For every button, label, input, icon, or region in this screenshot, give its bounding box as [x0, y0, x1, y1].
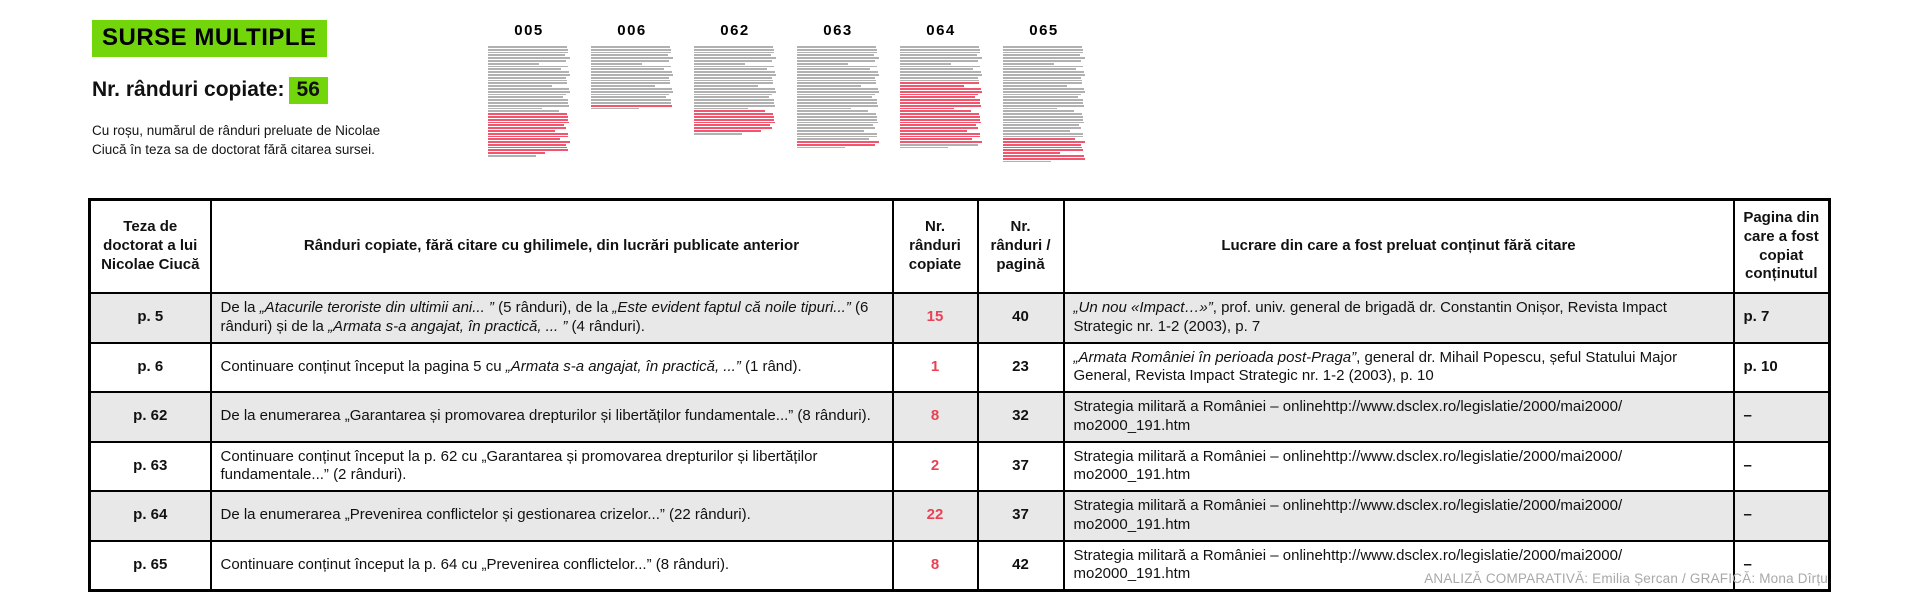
cell-copied-count: 15: [891, 292, 979, 344]
cell-source-work: Strategia militară a României – onlineht…: [1062, 490, 1735, 542]
cell-description: Continuare conținut început la pagina 5 …: [209, 341, 894, 393]
page-thumb-065: 065: [1003, 22, 1085, 163]
page-thumb-064: 064: [900, 22, 982, 163]
table-row: p. 5 De la „Atacurile teroriste din ulti…: [88, 292, 1831, 344]
plagiarism-table: Teza de doctorat a lui Nicolae Ciucă Rân…: [88, 198, 1831, 592]
cell-rows-per-page: 37: [976, 440, 1065, 492]
page-thumb-label: 062: [720, 22, 750, 39]
table-row: p. 65 Continuare conținut început la p. …: [88, 539, 1831, 592]
page-thumb-label: 005: [514, 22, 544, 39]
cell-thesis-page: p. 62: [88, 391, 212, 443]
page-lines: [900, 46, 982, 149]
column-header-copied-rows: Rânduri copiate, fără citare cu ghilimel…: [209, 198, 894, 294]
column-header-source-work: Lucrare din care a fost preluat conținut…: [1062, 198, 1735, 294]
cell-source-page: –: [1732, 440, 1831, 492]
cell-source-page: –: [1732, 490, 1831, 542]
page-thumb-063: 063: [797, 22, 879, 163]
page-title: SURSE MULTIPLE: [92, 20, 327, 57]
cell-source-work: „Armata României în perioada post-Praga”…: [1062, 341, 1735, 393]
column-header-source-page: Pagina din care a fost copiat conținutul: [1732, 198, 1831, 294]
cell-copied-count: 8: [891, 391, 979, 443]
page-thumb-005: 005: [488, 22, 570, 163]
cell-rows-per-page: 23: [976, 341, 1065, 393]
copied-lines-row: Nr. rânduri copiate: 56: [92, 77, 412, 104]
cell-description: De la enumerarea „Garantarea și promovar…: [209, 391, 894, 443]
page-thumbnails: 005 006 062 063 064 065: [488, 22, 1085, 163]
page-lines: [694, 46, 776, 135]
cell-thesis-page: p. 65: [88, 539, 212, 592]
column-header-num-copied: Nr. rânduri copiate: [891, 198, 979, 294]
footer-credit: ANALIZĂ COMPARATIVĂ: Emilia Șercan / GRA…: [1424, 571, 1828, 586]
page-thumb-label: 006: [617, 22, 647, 39]
table-row: p. 6 Continuare conținut început la pagi…: [88, 341, 1831, 393]
page-thumb-label: 063: [823, 22, 853, 39]
table-row: p. 63 Continuare conținut început la p. …: [88, 440, 1831, 492]
page-lines: [1003, 46, 1085, 163]
table-row: p. 64 De la enumerarea „Prevenirea confl…: [88, 490, 1831, 542]
cell-description: Continuare conținut început la p. 62 cu …: [209, 440, 894, 492]
cell-source-page: p. 10: [1732, 341, 1831, 393]
copied-lines-value: 56: [288, 77, 328, 104]
column-header-rows-per-page: Nr. rânduri / pagină: [976, 198, 1065, 294]
column-header-thesis-page: Teza de doctorat a lui Nicolae Ciucă: [88, 198, 212, 294]
copied-lines-label: Nr. rânduri copiate:: [92, 78, 285, 101]
cell-copied-count: 8: [891, 539, 979, 592]
cell-thesis-page: p. 63: [88, 440, 212, 492]
cell-description: De la enumerarea „Prevenirea conflictelo…: [209, 490, 894, 542]
cell-thesis-page: p. 6: [88, 341, 212, 393]
table-header-row: Teza de doctorat a lui Nicolae Ciucă Rân…: [88, 198, 1831, 294]
cell-rows-per-page: 37: [976, 490, 1065, 542]
cell-source-work: Strategia militară a României – onlineht…: [1062, 391, 1735, 443]
page-thumb-label: 064: [926, 22, 956, 39]
cell-rows-per-page: 32: [976, 391, 1065, 443]
page-thumb-label: 065: [1029, 22, 1059, 39]
cell-thesis-page: p. 5: [88, 292, 212, 344]
page-lines: [591, 46, 673, 110]
page-lines: [488, 46, 570, 157]
cell-copied-count: 22: [891, 490, 979, 542]
page-thumb-062: 062: [694, 22, 776, 163]
cell-source-page: –: [1732, 391, 1831, 443]
cell-source-work: Strategia militară a României – onlineht…: [1062, 440, 1735, 492]
cell-rows-per-page: 42: [976, 539, 1065, 592]
page-thumb-006: 006: [591, 22, 673, 163]
cell-source-page: p. 7: [1732, 292, 1831, 344]
cell-description: De la „Atacurile teroriste din ultimii a…: [209, 292, 894, 344]
cell-source-work: „Un nou «Impact…»”, prof. univ. general …: [1062, 292, 1735, 344]
cell-copied-count: 2: [891, 440, 979, 492]
cell-source-work: Strategia militară a României – onlineht…: [1062, 539, 1735, 592]
cell-thesis-page: p. 64: [88, 490, 212, 542]
cell-copied-count: 1: [891, 341, 979, 393]
cell-description: Continuare conținut început la p. 64 cu …: [209, 539, 894, 592]
legend-caption: Cu roșu, numărul de rânduri preluate de …: [92, 123, 381, 157]
cell-rows-per-page: 40: [976, 292, 1065, 344]
page-lines: [797, 46, 879, 149]
table-row: p. 62 De la enumerarea „Garantarea și pr…: [88, 391, 1831, 443]
header-block: SURSE MULTIPLE Nr. rânduri copiate: 56 Cu…: [92, 20, 412, 160]
cell-source-page: –: [1732, 539, 1831, 592]
